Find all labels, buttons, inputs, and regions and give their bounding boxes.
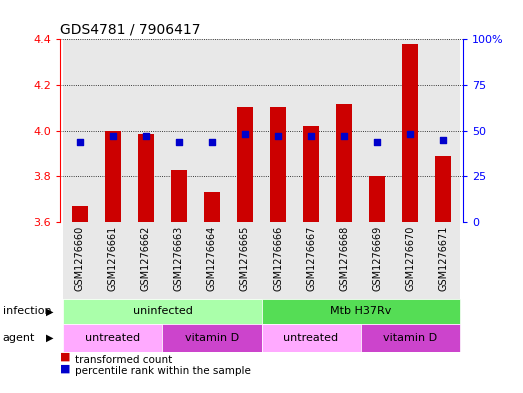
Text: ▶: ▶ bbox=[46, 307, 53, 316]
Text: GSM1276671: GSM1276671 bbox=[438, 226, 448, 291]
Bar bbox=[303, 126, 319, 222]
Bar bbox=[196, 39, 229, 222]
Bar bbox=[163, 324, 262, 352]
Bar bbox=[196, 222, 229, 299]
Bar bbox=[72, 206, 88, 222]
Bar bbox=[262, 222, 294, 299]
Text: GSM1276661: GSM1276661 bbox=[108, 226, 118, 291]
Point bbox=[142, 133, 150, 139]
Point bbox=[109, 133, 117, 139]
Bar bbox=[63, 324, 163, 352]
Text: vitamin D: vitamin D bbox=[185, 333, 239, 343]
Text: untreated: untreated bbox=[283, 333, 338, 343]
Bar bbox=[105, 130, 121, 222]
Text: GSM1276669: GSM1276669 bbox=[372, 226, 382, 291]
Bar bbox=[96, 39, 130, 222]
Text: GSM1276665: GSM1276665 bbox=[240, 226, 250, 291]
Point bbox=[307, 133, 315, 139]
Text: GSM1276668: GSM1276668 bbox=[339, 226, 349, 291]
Bar bbox=[327, 39, 360, 222]
Bar bbox=[393, 222, 427, 299]
Bar bbox=[393, 39, 427, 222]
Bar bbox=[327, 222, 360, 299]
Bar bbox=[229, 39, 262, 222]
Bar bbox=[435, 156, 451, 222]
Point bbox=[274, 133, 282, 139]
Bar bbox=[63, 299, 262, 324]
Bar bbox=[130, 39, 163, 222]
Text: vitamin D: vitamin D bbox=[383, 333, 437, 343]
Bar bbox=[237, 107, 253, 222]
Point bbox=[175, 138, 183, 145]
Bar bbox=[360, 324, 460, 352]
Text: uninfected: uninfected bbox=[132, 307, 192, 316]
Bar bbox=[130, 222, 163, 299]
Bar bbox=[360, 39, 393, 222]
Bar bbox=[427, 222, 460, 299]
Text: ■: ■ bbox=[60, 352, 71, 362]
Text: GSM1276664: GSM1276664 bbox=[207, 226, 217, 291]
Point bbox=[439, 137, 447, 143]
Bar bbox=[229, 222, 262, 299]
Text: agent: agent bbox=[3, 333, 35, 343]
Bar bbox=[96, 222, 130, 299]
Bar bbox=[262, 39, 294, 222]
Bar bbox=[170, 169, 187, 222]
Bar bbox=[138, 134, 154, 222]
Point bbox=[241, 131, 249, 138]
Bar bbox=[262, 324, 360, 352]
Text: GSM1276660: GSM1276660 bbox=[75, 226, 85, 291]
Bar bbox=[294, 39, 327, 222]
Text: untreated: untreated bbox=[85, 333, 141, 343]
Bar bbox=[163, 222, 196, 299]
Point bbox=[406, 131, 414, 138]
Text: GSM1276670: GSM1276670 bbox=[405, 226, 415, 291]
Text: GSM1276667: GSM1276667 bbox=[306, 226, 316, 291]
Point bbox=[340, 133, 348, 139]
Bar bbox=[262, 299, 460, 324]
Text: GSM1276666: GSM1276666 bbox=[273, 226, 283, 291]
Point bbox=[373, 138, 381, 145]
Bar bbox=[294, 222, 327, 299]
Bar bbox=[270, 107, 286, 222]
Text: Mtb H37Rv: Mtb H37Rv bbox=[330, 307, 391, 316]
Text: GSM1276662: GSM1276662 bbox=[141, 226, 151, 291]
Point bbox=[208, 138, 216, 145]
Bar bbox=[336, 105, 353, 222]
Text: ▶: ▶ bbox=[46, 333, 53, 343]
Bar bbox=[63, 222, 96, 299]
Text: transformed count: transformed count bbox=[75, 354, 172, 365]
Bar bbox=[204, 192, 220, 222]
Bar bbox=[360, 222, 393, 299]
Bar bbox=[369, 176, 385, 222]
Text: GSM1276663: GSM1276663 bbox=[174, 226, 184, 291]
Bar bbox=[63, 39, 96, 222]
Text: percentile rank within the sample: percentile rank within the sample bbox=[75, 366, 251, 376]
Bar bbox=[427, 39, 460, 222]
Text: GDS4781 / 7906417: GDS4781 / 7906417 bbox=[60, 23, 201, 37]
Bar bbox=[163, 39, 196, 222]
Point bbox=[76, 138, 84, 145]
Text: ■: ■ bbox=[60, 364, 71, 373]
Bar bbox=[402, 44, 418, 222]
Text: infection: infection bbox=[3, 307, 51, 316]
